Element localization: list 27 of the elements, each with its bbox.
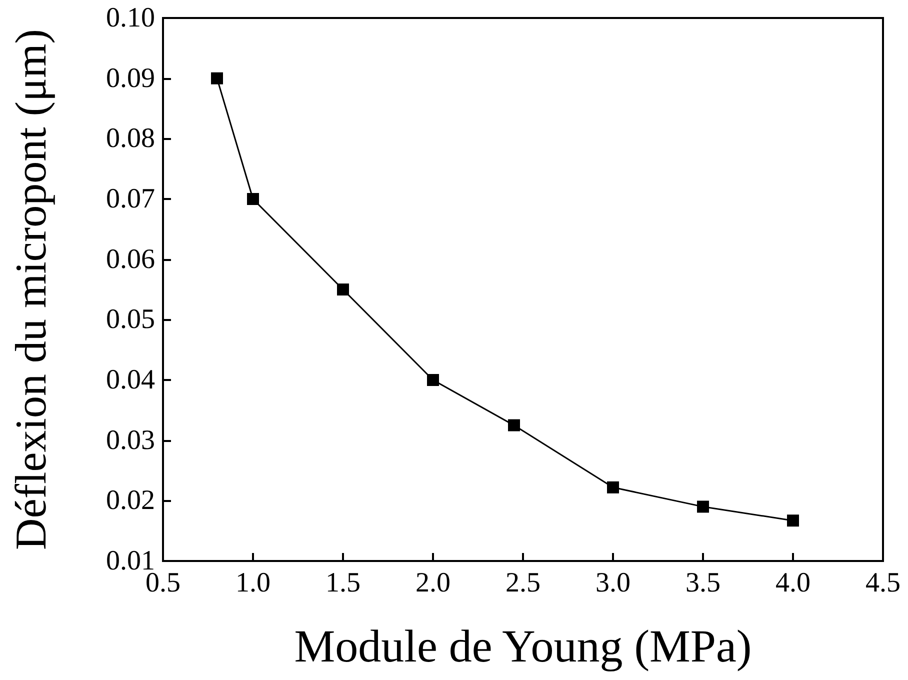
x-tick-label: 4.0 (776, 568, 810, 598)
y-tick-label: 0.05 (106, 304, 155, 336)
point (697, 500, 709, 513)
y-tick-label: 0.08 (106, 123, 155, 154)
point (787, 514, 799, 527)
point (508, 419, 520, 432)
y-tick-label: 0.04 (106, 364, 155, 396)
point (247, 193, 259, 205)
y-axis-title: Déflexion du micropont (μm) (6, 29, 56, 550)
y-tick-label: 0.07 (106, 184, 155, 214)
point (607, 481, 619, 494)
y-tick-label: 0.02 (106, 485, 155, 516)
x-tick-label: 3.0 (596, 568, 630, 598)
y-tick-label: 0.03 (106, 424, 155, 456)
point (427, 374, 439, 386)
x-tick-label: 4.5 (866, 568, 900, 598)
y-tick-label: 0.09 (106, 62, 155, 94)
x-tick-label: 2.5 (506, 568, 540, 598)
y-tick-label: 0.06 (106, 244, 155, 275)
x-tick-label: 1.5 (326, 568, 360, 598)
point (337, 284, 349, 296)
x-tick-label: 3.5 (686, 568, 720, 598)
point (211, 72, 223, 84)
x-tick-label: 2.0 (416, 568, 450, 598)
x-tick-label: 1.0 (236, 568, 270, 598)
x-axis-title: Module de Young (MPa) (294, 620, 752, 672)
y-tick-label: 0.10 (106, 2, 155, 34)
